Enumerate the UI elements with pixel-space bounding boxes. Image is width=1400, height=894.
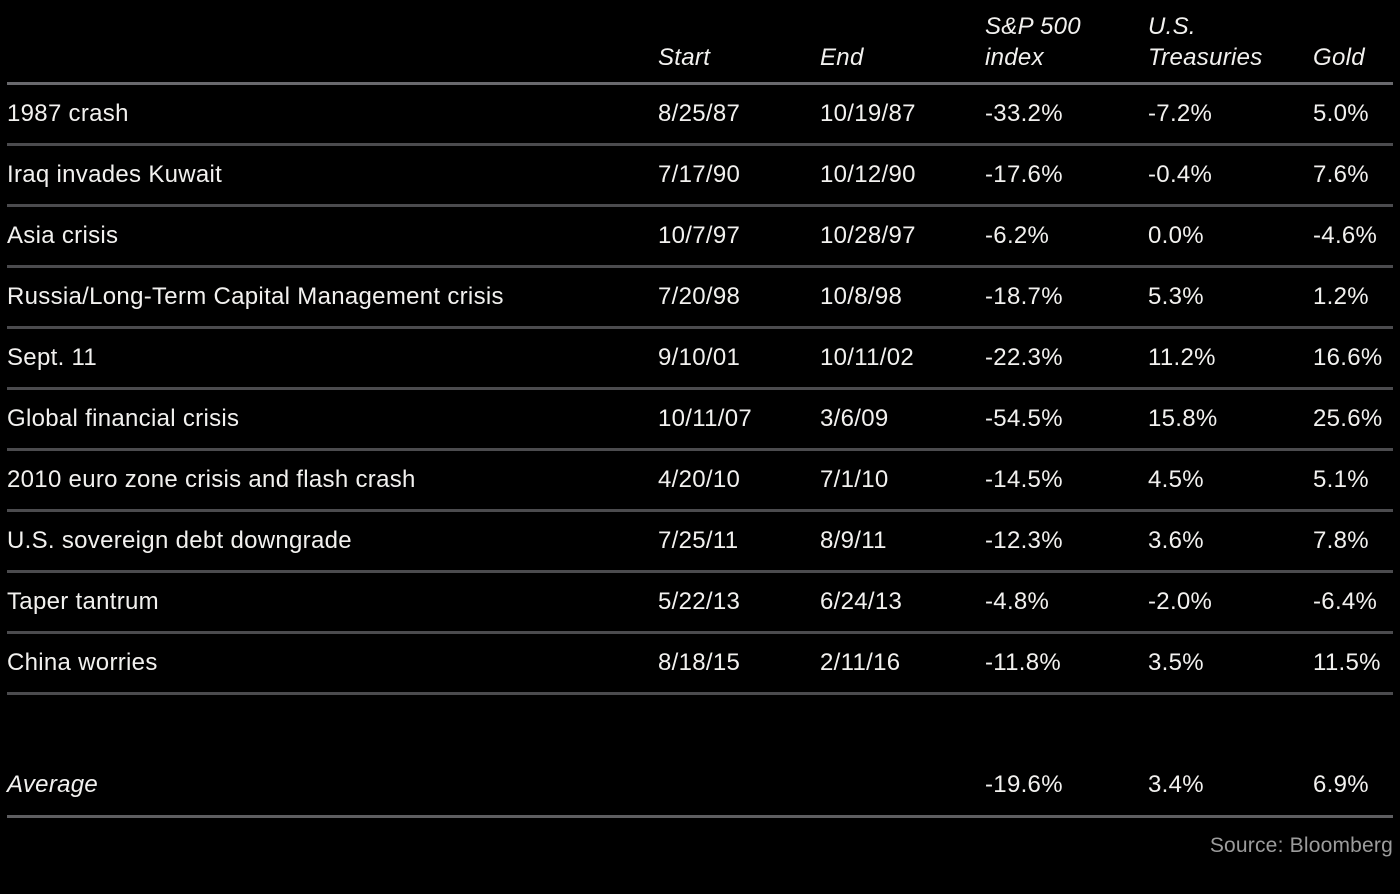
treasuries-cell: -0.4% [1148, 161, 1213, 188]
table-row: Russia/Long-Term Capital Management cris… [7, 268, 1393, 329]
event-cell: Russia/Long-Term Capital Management cris… [7, 283, 504, 310]
end-date-cell: 7/1/10 [820, 466, 889, 493]
gold-cell: 7.6% [1313, 161, 1369, 188]
average-gold-cell: 6.9% [1313, 771, 1369, 798]
sp500-cell: -4.8% [985, 588, 1050, 615]
treasuries-cell: 15.8% [1148, 405, 1218, 432]
sp500-cell: -18.7% [985, 283, 1063, 310]
sp500-cell: -6.2% [985, 222, 1050, 249]
source-attribution: Source: Bloomberg [1209, 834, 1393, 857]
table-row: Global financial crisis 10/11/07 3/6/09 … [7, 390, 1393, 451]
start-date-cell: 10/7/97 [658, 222, 741, 249]
event-cell: 2010 euro zone crisis and flash crash [7, 466, 416, 493]
start-date-cell: 7/17/90 [658, 161, 741, 188]
average-label: Average [7, 771, 99, 798]
gold-cell: 5.0% [1313, 100, 1369, 127]
end-date-cell: 10/28/97 [820, 222, 916, 249]
treasuries-cell: -2.0% [1148, 588, 1213, 615]
table-row: Sept. 11 9/10/01 10/11/02 -22.3% 11.2% 1… [7, 329, 1393, 390]
header-start: Start [658, 44, 711, 71]
average-row: Average -19.6% 3.4% 6.9% [7, 695, 1393, 818]
treasuries-cell: 11.2% [1148, 344, 1216, 371]
table-row: U.S. sovereign debt downgrade 7/25/11 8/… [7, 512, 1393, 573]
start-date-cell: 9/10/01 [658, 344, 741, 371]
end-date-cell: 6/24/13 [820, 588, 903, 615]
table-row: 2010 euro zone crisis and flash crash 4/… [7, 451, 1393, 512]
event-cell: China worries [7, 649, 158, 676]
end-date-cell: 8/9/11 [820, 527, 887, 554]
end-date-cell: 10/8/98 [820, 283, 903, 310]
event-cell: 1987 crash [7, 100, 129, 127]
start-date-cell: 5/22/13 [658, 588, 741, 615]
sp500-cell: -22.3% [985, 344, 1063, 371]
sp500-cell: -11.8% [985, 649, 1062, 676]
gold-cell: 25.6% [1313, 405, 1383, 432]
table-header-row: Start End S&P 500 index U.S. Treasuries … [7, 0, 1393, 85]
end-date-cell: 2/11/16 [820, 649, 901, 676]
header-treasuries: U.S. Treasuries [1148, 13, 1263, 71]
sp500-cell: -54.5% [985, 405, 1063, 432]
end-date-cell: 10/11/02 [820, 344, 915, 371]
sp500-cell: -33.2% [985, 100, 1063, 127]
table-row: Asia crisis 10/7/97 10/28/97 -6.2% 0.0% … [7, 207, 1393, 268]
start-date-cell: 7/25/11 [658, 527, 739, 554]
table-row: 1987 crash 8/25/87 10/19/87 -33.2% -7.2%… [7, 85, 1393, 146]
start-date-cell: 8/18/15 [658, 649, 741, 676]
sp500-cell: -12.3% [985, 527, 1063, 554]
start-date-cell: 10/11/07 [658, 405, 753, 432]
treasuries-cell: 3.6% [1148, 527, 1204, 554]
gold-cell: -4.6% [1313, 222, 1378, 249]
event-cell: Taper tantrum [7, 588, 159, 615]
end-date-cell: 10/12/90 [820, 161, 916, 188]
table-row: Iraq invades Kuwait 7/17/90 10/12/90 -17… [7, 146, 1393, 207]
table-row: Taper tantrum 5/22/13 6/24/13 -4.8% -2.0… [7, 573, 1393, 634]
crisis-returns-table: Start End S&P 500 index U.S. Treasuries … [7, 0, 1393, 818]
sp500-cell: -14.5% [985, 466, 1063, 493]
treasuries-cell: 0.0% [1148, 222, 1204, 249]
start-date-cell: 4/20/10 [658, 466, 741, 493]
gold-cell: 1.2% [1313, 283, 1369, 310]
sp500-cell: -17.6% [985, 161, 1063, 188]
event-cell: Sept. 11 [7, 344, 98, 371]
start-date-cell: 8/25/87 [658, 100, 741, 127]
end-date-cell: 10/19/87 [820, 100, 916, 127]
event-cell: Global financial crisis [7, 405, 240, 432]
gold-cell: -6.4% [1313, 588, 1378, 615]
treasuries-cell: 3.5% [1148, 649, 1204, 676]
header-gold: Gold [1313, 44, 1365, 71]
treasuries-cell: -7.2% [1148, 100, 1213, 127]
event-cell: Iraq invades Kuwait [7, 161, 223, 188]
event-cell: U.S. sovereign debt downgrade [7, 527, 352, 554]
treasuries-cell: 5.3% [1148, 283, 1204, 310]
average-sp500-cell: -19.6% [985, 771, 1063, 798]
start-date-cell: 7/20/98 [658, 283, 741, 310]
treasuries-cell: 4.5% [1148, 466, 1204, 493]
header-end: End [820, 44, 864, 71]
gold-cell: 16.6% [1313, 344, 1383, 371]
gold-cell: 5.1% [1313, 466, 1369, 493]
end-date-cell: 3/6/09 [820, 405, 889, 432]
gold-cell: 11.5% [1313, 649, 1381, 676]
gold-cell: 7.8% [1313, 527, 1369, 554]
average-treasuries-cell: 3.4% [1148, 771, 1204, 798]
event-cell: Asia crisis [7, 222, 119, 249]
header-sp500: S&P 500 index [985, 13, 1081, 71]
table-row: China worries 8/18/15 2/11/16 -11.8% 3.5… [7, 634, 1393, 695]
